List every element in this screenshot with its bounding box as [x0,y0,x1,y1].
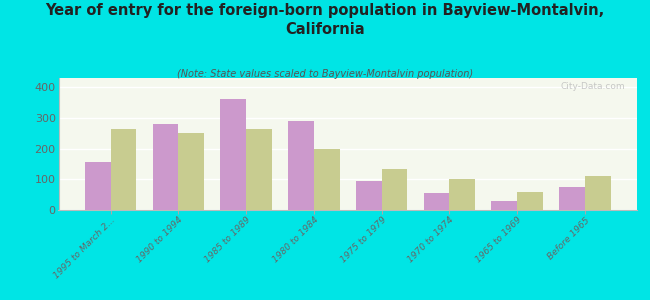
Bar [382,169,408,210]
Bar [449,179,475,210]
Bar [288,121,314,210]
Bar [424,193,449,210]
Bar [153,124,178,210]
Text: Year of entry for the foreign-born population in Bayview-Montalvin,
California: Year of entry for the foreign-born popul… [46,3,605,37]
Bar [559,187,585,210]
Bar [491,201,517,210]
Bar [178,133,204,210]
Text: (Note: State values scaled to Bayview-Montalvin population): (Note: State values scaled to Bayview-Mo… [177,69,473,79]
Bar [220,100,246,210]
Bar [517,192,543,210]
Bar [246,129,272,210]
Text: City-Data.com: City-Data.com [561,82,625,91]
Bar [314,148,339,210]
Bar [585,176,611,210]
Bar [356,181,382,210]
Bar [111,129,136,210]
Bar [84,162,110,210]
